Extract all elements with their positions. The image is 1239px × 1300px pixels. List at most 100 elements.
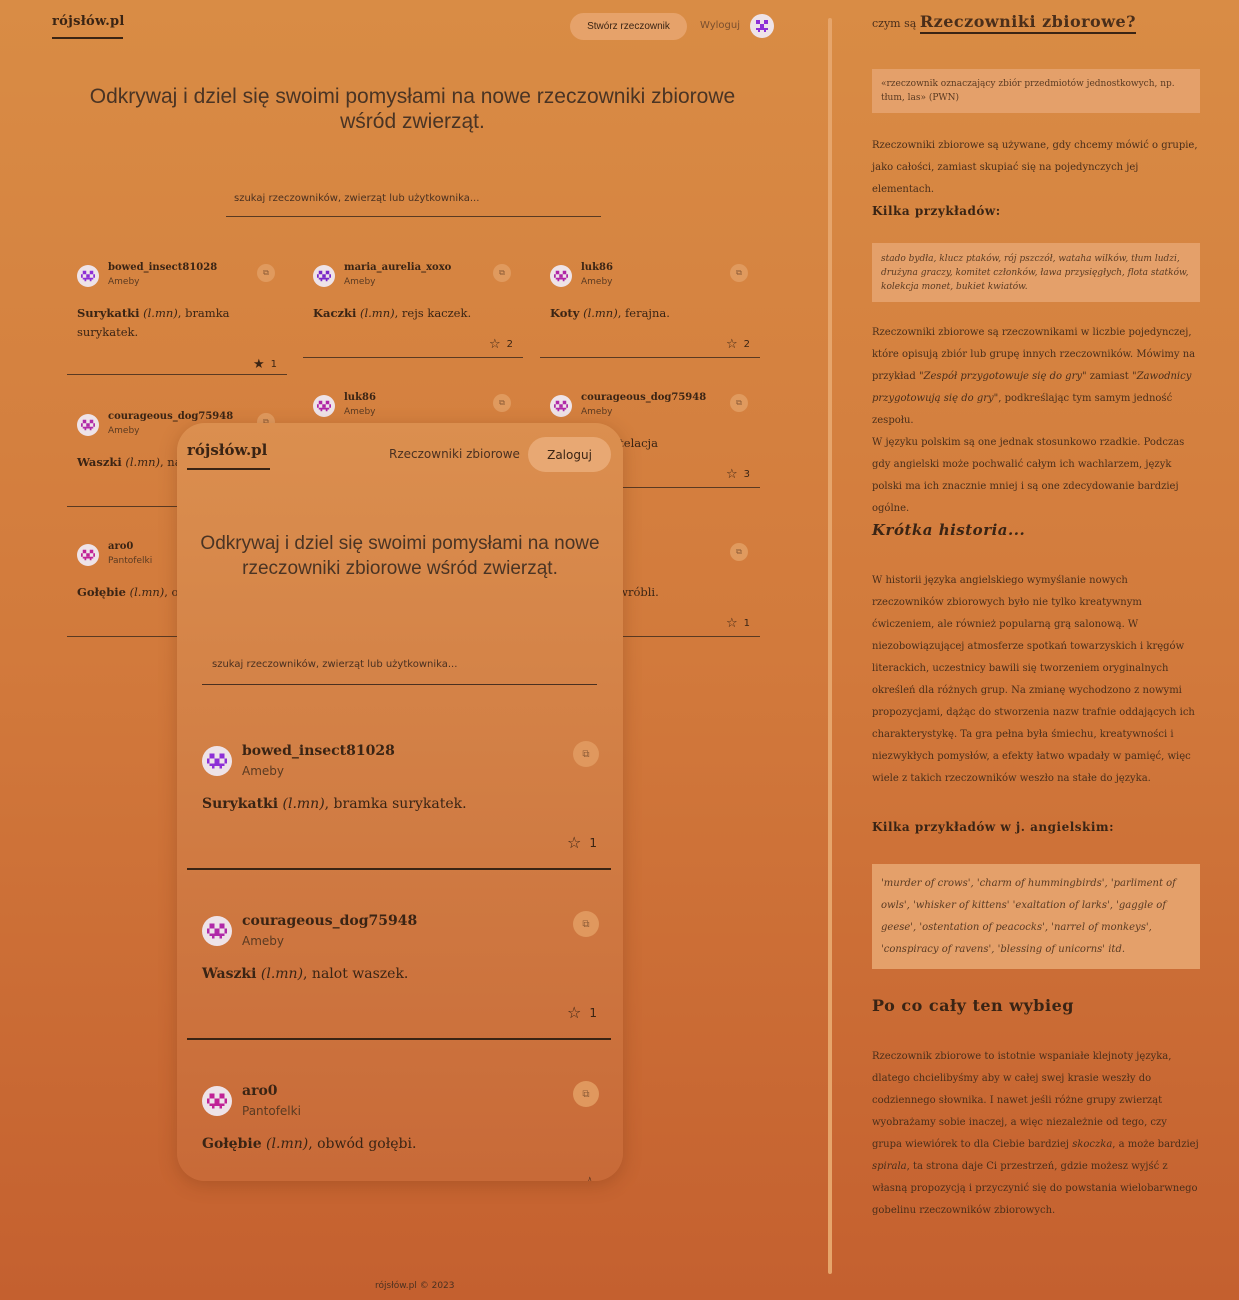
card-username[interactable]: bowed_insect81028: [108, 262, 218, 273]
sidebar-paragraph-2: Rzeczowniki zbiorowe są rzeczownikami w …: [872, 322, 1200, 432]
card-collective: , ferajna.: [617, 306, 670, 320]
star-icon[interactable]: ☆: [583, 1173, 597, 1181]
footer: rójsłów.pl © 2023: [375, 1281, 455, 1291]
card-divider: [187, 1038, 611, 1040]
mobile-search-input[interactable]: szukaj rzeczowników, zwierząt lub użytko…: [202, 655, 597, 685]
card-username[interactable]: luk86: [581, 262, 613, 273]
star-rating[interactable]: ☆ 1: [726, 616, 750, 631]
star-rating[interactable]: ★ 1: [253, 357, 277, 372]
card-animal: Surykatki: [202, 796, 279, 812]
card-abbr: (l.mn): [139, 306, 178, 320]
card-username[interactable]: courageous_dog75948: [242, 913, 418, 929]
create-noun-button[interactable]: Stwórz rzeczownik: [570, 13, 687, 40]
star-rating[interactable]: ☆ 3: [726, 467, 750, 482]
card-divider: [540, 636, 760, 637]
card-username[interactable]: aro0: [108, 541, 134, 552]
p2-text-c: , podkreślając tym samym jedność zespołu…: [872, 393, 1173, 426]
why-italic-2: spirala: [872, 1161, 907, 1172]
copy-icon[interactable]: ⧉: [573, 911, 599, 937]
search-input[interactable]: szukaj rzeczowników, zwierząt lub użytko…: [226, 188, 601, 217]
card-divider: [540, 357, 760, 358]
card-animal: Waszki: [77, 455, 122, 469]
card-collective: , rejs kaczek.: [394, 306, 472, 320]
why-italic-1: skoczka: [1072, 1139, 1113, 1150]
site-logo[interactable]: rójsłów.pl: [52, 14, 125, 29]
card-username[interactable]: courageous_dog75948: [581, 392, 707, 403]
avatar[interactable]: [202, 916, 232, 946]
mobile-noun-card: bowed_insect81028 Ameby ⧉ Surykatki (l.mn),…: [187, 723, 611, 893]
pixel-avatar-icon: [81, 549, 95, 561]
avatar[interactable]: [550, 265, 572, 287]
card-group: Ameby: [581, 407, 613, 417]
mobile-logo[interactable]: rójsłów.pl: [187, 441, 268, 459]
card-username[interactable]: courageous_dog75948: [108, 411, 234, 422]
mobile-login-button[interactable]: Zaloguj: [528, 437, 611, 472]
copy-icon[interactable]: ⧉: [730, 543, 748, 561]
copy-icon[interactable]: ⧉: [573, 741, 599, 767]
card-noun-text: Surykatki (l.mn), bramka surykatek.: [202, 796, 467, 812]
card-abbr: (l.mn): [256, 966, 304, 982]
history-paragraph: W historii języka angielskiego wymyślani…: [872, 575, 1195, 784]
avatar[interactable]: [313, 265, 335, 287]
copy-icon[interactable]: ⧉: [257, 264, 275, 282]
card-group: Ameby: [581, 277, 613, 287]
card-abbr: (l.mn): [356, 306, 395, 320]
star-count: 2: [506, 339, 513, 350]
p2-text-a: Rzeczowniki zbiorowe są rzeczownikami w …: [872, 327, 1196, 382]
card-collective: , obwód gołębi.: [308, 1136, 417, 1152]
star-icon[interactable]: ★: [252, 357, 265, 372]
card-noun-text: Waszki (l.mn), nalot waszek.: [202, 966, 408, 982]
card-username[interactable]: bowed_insect81028: [242, 743, 395, 759]
star-rating[interactable]: ☆ 2: [489, 337, 513, 352]
star-rating[interactable]: ☆ 2: [726, 337, 750, 352]
copy-icon[interactable]: ⧉: [493, 264, 511, 282]
copy-icon[interactable]: ⧉: [493, 394, 511, 412]
star-count: 1: [270, 359, 277, 370]
avatar[interactable]: [77, 544, 99, 566]
card-divider: [303, 357, 523, 358]
star-icon[interactable]: ☆: [725, 616, 738, 631]
star-icon[interactable]: ☆: [567, 1003, 582, 1022]
p2-text-b: zamiast: [1086, 371, 1132, 382]
star-icon[interactable]: ☆: [488, 337, 501, 352]
copy-icon[interactable]: ⧉: [730, 394, 748, 412]
star-icon[interactable]: ☆: [567, 833, 582, 852]
star-rating[interactable]: ☆ 1: [567, 1003, 597, 1022]
card-username[interactable]: aro0: [242, 1083, 278, 1099]
card-abbr: (l.mn): [121, 455, 160, 469]
user-avatar[interactable]: [750, 14, 774, 38]
logout-link[interactable]: Wyloguj: [700, 20, 740, 31]
card-animal: Waszki: [202, 966, 257, 982]
why-paragraph: Rzeczownik zbiorowe to istotnie wspaniał…: [872, 1046, 1200, 1222]
mobile-nav-link[interactable]: Rzeczowniki zbiorowe: [389, 447, 520, 461]
star-icon[interactable]: ☆: [725, 337, 738, 352]
card-animal: Gołębie: [202, 1136, 262, 1152]
avatar[interactable]: [77, 265, 99, 287]
copy-icon[interactable]: ⧉: [573, 1081, 599, 1107]
avatar[interactable]: [77, 414, 99, 436]
card-group: Ameby: [344, 407, 376, 417]
sidebar-question: czym są Rzeczowniki zbiorowe?: [872, 12, 1200, 34]
pixel-avatar-icon: [554, 270, 568, 282]
star-rating[interactable]: ☆: [583, 1173, 597, 1181]
card-username[interactable]: maria_aurelia_xoxo: [344, 262, 452, 273]
avatar[interactable]: [202, 1086, 232, 1116]
card-abbr: (l.mn): [278, 796, 325, 812]
avatar[interactable]: [550, 395, 572, 417]
star-rating[interactable]: ☆ 1: [567, 833, 597, 852]
hero-heading: Odkrywaj i dziel się swoimi pomysłami na…: [89, 85, 736, 133]
card-animal: Gołębie: [77, 585, 126, 599]
mobile-noun-card: courageous_dog75948 Ameby ⧉ Waszki (l.mn), …: [187, 893, 611, 1063]
pixel-avatar-icon: [207, 1093, 227, 1109]
card-noun-text: Kaczki (l.mn), rejs kaczek.: [313, 304, 503, 323]
definition-box: «rzeczownik oznaczający zbiór przedmiotó…: [872, 69, 1200, 113]
copy-icon[interactable]: ⧉: [730, 264, 748, 282]
card-animal: Koty: [550, 306, 580, 320]
avatar[interactable]: [202, 746, 232, 776]
noun-card: luk86 Ameby ⧉ Koty (l.mn), ferajna. ☆ 2: [540, 252, 760, 359]
star-icon[interactable]: ☆: [725, 467, 738, 482]
card-username[interactable]: luk86: [344, 392, 376, 403]
card-group: Pantofelki: [242, 1104, 301, 1118]
avatar[interactable]: [313, 395, 335, 417]
card-divider: [187, 868, 611, 870]
